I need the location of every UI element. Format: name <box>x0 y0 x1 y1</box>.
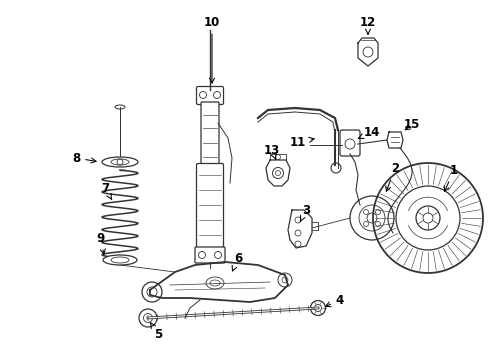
Circle shape <box>214 91 220 99</box>
FancyBboxPatch shape <box>195 247 225 263</box>
Text: 13: 13 <box>264 144 280 159</box>
Circle shape <box>199 91 206 99</box>
Ellipse shape <box>102 157 138 167</box>
Text: 6: 6 <box>232 252 242 271</box>
Circle shape <box>198 252 205 258</box>
Text: 9: 9 <box>96 231 105 254</box>
Circle shape <box>275 154 280 159</box>
Circle shape <box>272 167 284 179</box>
FancyBboxPatch shape <box>196 163 223 249</box>
Text: 8: 8 <box>72 152 96 165</box>
Text: 15: 15 <box>404 118 420 131</box>
Ellipse shape <box>103 255 137 265</box>
FancyBboxPatch shape <box>196 86 223 104</box>
Text: 11: 11 <box>290 135 314 148</box>
Text: 4: 4 <box>325 293 344 307</box>
Text: 2: 2 <box>386 162 399 191</box>
Text: 14: 14 <box>358 126 380 139</box>
Circle shape <box>331 163 341 173</box>
Text: 7: 7 <box>101 181 112 200</box>
Circle shape <box>363 47 373 57</box>
Text: 1: 1 <box>444 163 458 192</box>
FancyBboxPatch shape <box>201 102 219 166</box>
Circle shape <box>215 252 221 258</box>
Text: 10: 10 <box>204 15 220 83</box>
Circle shape <box>345 139 355 149</box>
Ellipse shape <box>115 105 125 109</box>
Text: 12: 12 <box>360 15 376 34</box>
Text: 5: 5 <box>150 322 162 341</box>
Text: 3: 3 <box>300 203 310 222</box>
FancyBboxPatch shape <box>340 130 360 156</box>
